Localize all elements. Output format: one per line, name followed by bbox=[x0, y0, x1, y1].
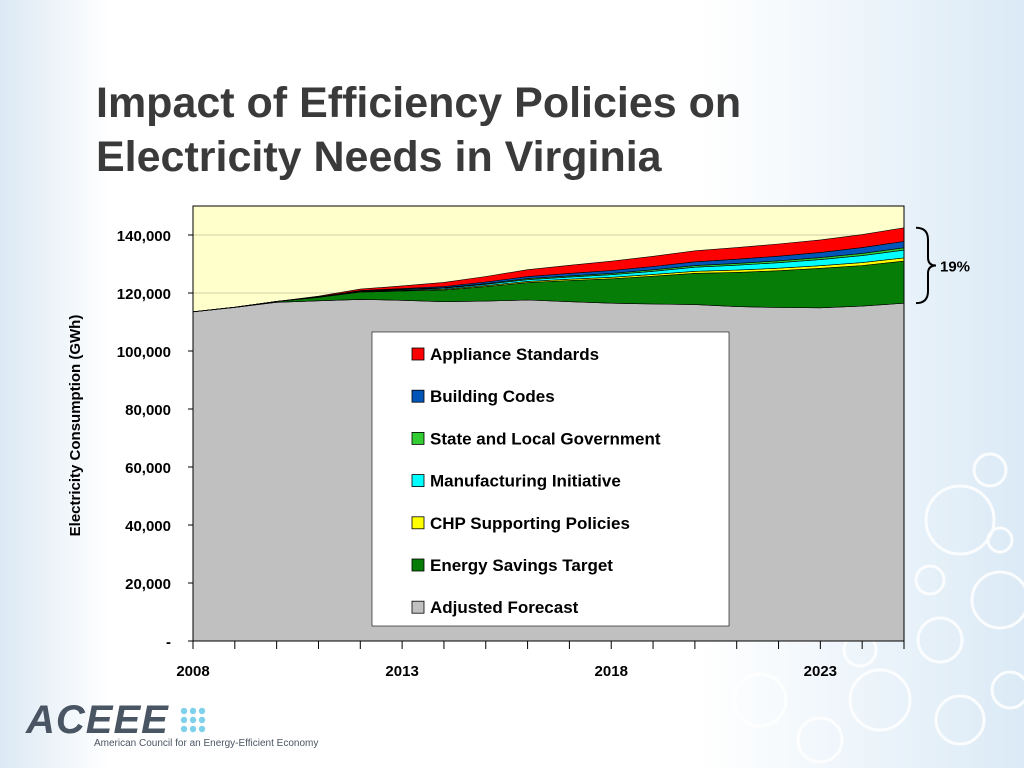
axes: - 20,000 40,000 60,000 80,000 100,000 120,000 1… bbox=[67, 205, 905, 680]
legend-swatch-adjusted-forecast bbox=[411, 600, 425, 614]
legend-label-appliance-standards: Appliance Standards bbox=[430, 345, 599, 364]
y-tick-label: 120,000 bbox=[117, 286, 171, 303]
y-tick-label: 20,000 bbox=[125, 576, 171, 593]
x-tick-label: 2023 bbox=[804, 663, 837, 680]
legend-label-manufacturing-initiative: Manufacturing Initiative bbox=[430, 472, 621, 491]
logo-tagline: American Council for an Energy-Efficient… bbox=[94, 738, 319, 749]
logo-wordmark: ACEEE bbox=[26, 698, 169, 742]
savings-percent-label: 19% bbox=[940, 258, 970, 275]
legend-box bbox=[371, 331, 730, 627]
y-tick-label: 80,000 bbox=[125, 402, 171, 419]
legend-swatch-chp-supporting-policies bbox=[411, 516, 425, 530]
y-tick-label: 60,000 bbox=[125, 460, 171, 477]
legend-label-energy-savings-target: Energy Savings Target bbox=[430, 556, 613, 575]
y-axis-title: Electricity Consumption (GWh) bbox=[67, 315, 84, 537]
legend-label-state-and-local-government: State and Local Government bbox=[430, 429, 661, 448]
legend-swatch-energy-savings-target bbox=[411, 558, 425, 572]
y-tick-label: 40,000 bbox=[125, 518, 171, 535]
legend-swatch-manufacturing-initiative bbox=[411, 474, 425, 488]
legend-swatch-building-codes bbox=[411, 389, 425, 403]
x-tick-label: 2013 bbox=[385, 663, 418, 680]
legend-swatch-appliance-standards bbox=[411, 347, 425, 361]
legend-label-chp-supporting-policies: CHP Supporting Policies bbox=[430, 514, 630, 533]
legend-label-building-codes: Building Codes bbox=[430, 387, 555, 406]
savings-bracket-brace bbox=[915, 226, 937, 305]
slide-title: Impact of Efficiency Policies on Electri… bbox=[96, 76, 896, 184]
y-tick-label: 100,000 bbox=[117, 344, 171, 361]
legend-swatch-state-and-local-government bbox=[411, 431, 425, 445]
y-tick-label: 140,000 bbox=[117, 228, 171, 245]
logo-dots-icon bbox=[180, 707, 206, 733]
savings-bracket: 19% bbox=[915, 226, 970, 305]
x-tick-label: 2018 bbox=[595, 663, 628, 680]
legend-label-adjusted-forecast: Adjusted Forecast bbox=[430, 598, 579, 617]
x-tick-label: 2008 bbox=[176, 663, 209, 680]
plot-border bbox=[192, 205, 905, 642]
slide-title-line-2: Electricity Needs in Virginia bbox=[96, 133, 662, 181]
slide-title-line-1: Impact of Efficiency Policies on bbox=[96, 79, 742, 127]
y-tick-label: - bbox=[166, 634, 171, 651]
legend: Appliance Standards Building Codes State a… bbox=[371, 331, 730, 627]
stacked-area-chart: - 20,000 40,000 60,000 80,000 100,000 120,000 1… bbox=[67, 205, 970, 680]
aceee-logo: ACEEE American Council for an Energy-Eff… bbox=[26, 698, 318, 752]
